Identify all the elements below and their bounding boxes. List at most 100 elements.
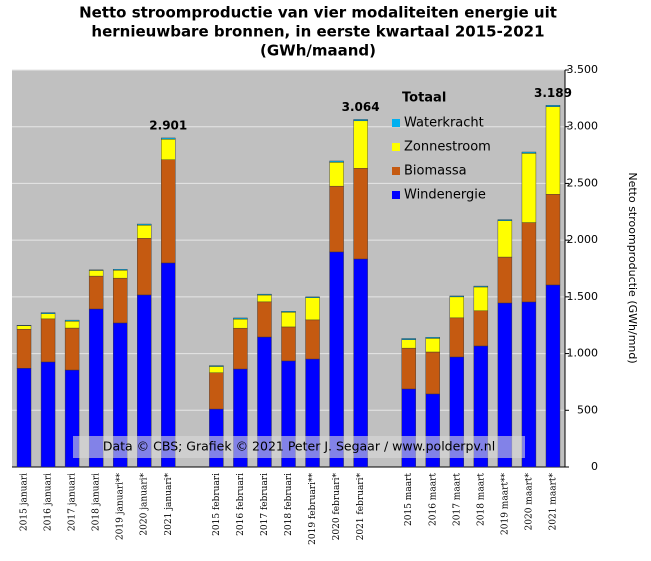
- bar-segment: [353, 120, 368, 169]
- x-tick-label: 2018 januari: [92, 473, 102, 531]
- bar-segment: [257, 294, 272, 303]
- x-tick-label: 2019 maart**: [500, 473, 510, 535]
- bar-segment: [40, 318, 56, 363]
- bar-segment: [281, 311, 296, 313]
- bar-segment: [233, 327, 248, 370]
- bar-segment: [112, 269, 128, 271]
- bar-segment: [233, 318, 248, 329]
- bar-segment: [40, 312, 56, 314]
- bar-segment: [16, 368, 32, 468]
- x-tick-label: 2020 februari*: [332, 473, 342, 541]
- legend-swatch: [392, 167, 400, 175]
- y-tick-label: 1.000: [567, 347, 599, 360]
- bar-segment: [353, 119, 368, 122]
- bar-segment: [161, 139, 176, 160]
- x-tick-label: 2019 februari**: [308, 473, 318, 545]
- bar-segment: [473, 310, 489, 347]
- x-tick-label: 2017 januari: [68, 473, 78, 531]
- bar-segment: [257, 301, 272, 338]
- legend-swatch: [392, 119, 400, 127]
- bar-segment: [137, 238, 152, 296]
- x-tick-label: 2016 maart: [428, 473, 438, 526]
- x-tick-label: 2018 februari: [284, 473, 294, 536]
- bar-segment: [473, 286, 489, 312]
- legend-swatch: [392, 191, 400, 199]
- x-tick-label: 2021 maart*: [548, 473, 558, 531]
- bar-segment: [401, 338, 416, 340]
- bar-segment: [40, 361, 56, 468]
- bar-segment: [137, 223, 152, 226]
- chart-title: Netto stroomproductie van vier modalitei…: [79, 4, 557, 22]
- bar-segment: [401, 347, 416, 390]
- y-tick-label: 1.500: [567, 290, 599, 303]
- x-tick-label: 2017 maart: [452, 473, 462, 526]
- x-tick-label: 2017 februari: [260, 473, 270, 536]
- bar-segment: [521, 151, 537, 154]
- chart-title: (GWh/maand): [260, 42, 376, 60]
- x-tick-label: 2020 januari*: [140, 473, 150, 536]
- bar-segment: [16, 328, 32, 369]
- y-tick-label: 500: [577, 403, 598, 416]
- chart-title: hernieuwbare bronnen, in eerste kwartaal…: [91, 23, 544, 41]
- bar-segment: [305, 297, 320, 321]
- bar-segment: [16, 325, 32, 326]
- bar-segment: [329, 162, 344, 187]
- bar-segment: [137, 224, 152, 239]
- bar-segment: [545, 194, 561, 286]
- bar-segment: [497, 220, 513, 258]
- bar-segment: [449, 295, 465, 298]
- bar-segment: [209, 365, 224, 367]
- bar-segment: [425, 351, 440, 395]
- bar-segment: [329, 160, 344, 163]
- x-tick-label: 2021 februari*: [356, 473, 366, 541]
- bar-segment: [88, 275, 104, 310]
- bar-segment: [64, 321, 80, 329]
- legend-label: Biomassa: [404, 164, 467, 179]
- bar-segment: [88, 269, 104, 271]
- watermark-box: [73, 436, 525, 458]
- bar-segment: [64, 319, 80, 322]
- y-tick-label: 0: [591, 460, 598, 473]
- bar-segment: [233, 317, 248, 320]
- total-label: 3.189: [534, 86, 572, 100]
- bar-segment: [112, 277, 128, 324]
- bar-segment: [449, 317, 465, 358]
- bar-segment: [545, 105, 561, 107]
- y-tick-label: 2.500: [567, 176, 599, 189]
- bar-segment: [473, 285, 489, 288]
- legend-title: Totaal: [402, 91, 446, 106]
- bar-segment: [209, 366, 224, 373]
- x-tick-label: 2015 januari: [20, 473, 30, 531]
- bar-segment: [497, 219, 513, 221]
- watermark: Data © CBS; Grafiek © 2021 Peter J. Sega…: [103, 439, 495, 454]
- x-tick-label: 2021 januari*: [164, 473, 174, 536]
- bar-segment: [281, 326, 296, 362]
- bar-segment: [305, 296, 320, 298]
- bar-segment: [449, 296, 465, 319]
- bar-segment: [281, 311, 296, 328]
- bar-segment: [545, 106, 561, 195]
- x-tick-label: 2019 januari**: [116, 473, 126, 541]
- legend-swatch: [392, 143, 400, 151]
- bar-segment: [329, 185, 344, 253]
- y-axis-label: Netto stroomproductie (GWh/mnd): [626, 172, 639, 363]
- bar-segment: [425, 337, 440, 339]
- x-tick-label: 2018 maart: [476, 473, 486, 526]
- bar-segment: [521, 222, 537, 303]
- bar-segment: [161, 137, 176, 140]
- bar-segment: [257, 293, 272, 296]
- bar-segment: [305, 319, 320, 360]
- y-tick-label: 2.000: [567, 233, 599, 246]
- bar-segment: [521, 153, 537, 223]
- bar-segment: [401, 339, 416, 349]
- x-tick-label: 2016 januari: [44, 473, 54, 531]
- bar-segment: [88, 270, 104, 277]
- bar-segment: [16, 325, 32, 330]
- bar-segment: [545, 284, 561, 468]
- legend-label: Zonnestroom: [404, 140, 491, 155]
- x-tick-label: 2016 februari: [236, 473, 246, 536]
- bar-segment: [497, 256, 513, 304]
- bar-segment: [161, 159, 176, 264]
- x-tick-label: 2020 maart*: [524, 473, 534, 531]
